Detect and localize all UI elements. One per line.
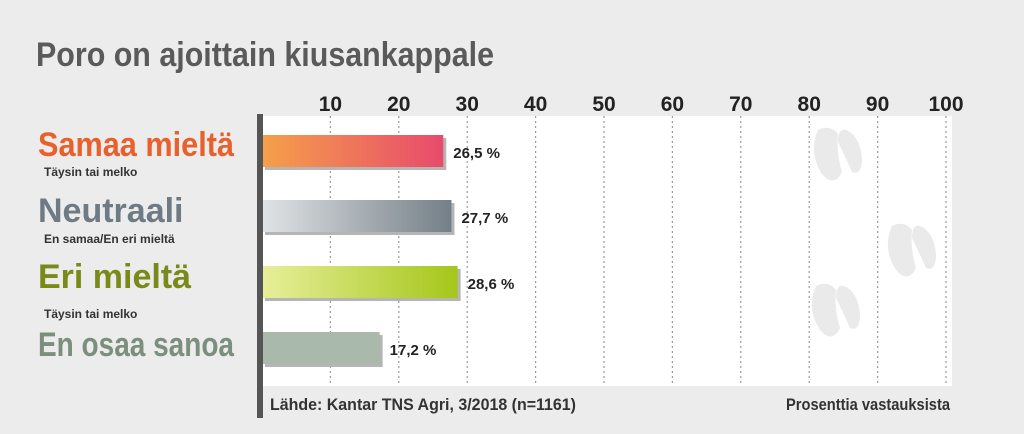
category-label: Samaa mieltä: [38, 126, 234, 164]
hoof-print-icon: [811, 127, 936, 337]
category-label: Neutraali: [38, 192, 184, 230]
category-sublabel: En samaa/En eri mieltä: [44, 232, 175, 246]
bar: [262, 200, 452, 232]
tick-label: 50: [592, 93, 615, 116]
tick-label: 100: [928, 93, 963, 116]
chart-title: Poro on ajoittain kiusankappale: [36, 36, 494, 74]
y-axis-line: [257, 114, 263, 418]
grid-lines: [329, 116, 947, 386]
category-sublabel: Täysin tai melko: [44, 307, 137, 321]
tick-label: 30: [456, 93, 479, 116]
category-label: Eri mieltä: [38, 258, 191, 296]
bar: [262, 332, 380, 364]
source-note: Lähde: Kantar TNS Agri, 3/2018 (n=1161): [270, 395, 576, 414]
unit-note: Prosenttia vastauksista: [786, 395, 950, 414]
category-sublabel: Täysin tai melko: [44, 165, 137, 179]
category-label: En osaa sanoa: [38, 326, 235, 364]
x-axis-ticks: 10 20 30 40 50 60 70 80 90 100: [319, 93, 964, 116]
tick-label: 80: [798, 93, 821, 116]
tick-label: 90: [866, 93, 889, 116]
tick-label: 40: [524, 93, 547, 116]
data-label: 17,2 %: [390, 342, 437, 359]
tick-label: 10: [319, 93, 342, 116]
data-label: 26,5 %: [453, 145, 500, 162]
tick-label: 70: [729, 93, 752, 116]
tick-label: 60: [661, 93, 684, 116]
bars: 26,5 % 27,7 % 28,6 % 17,2 %: [262, 135, 514, 367]
bar: [262, 135, 444, 167]
tick-label: 20: [387, 93, 410, 116]
data-label: 28,6 %: [468, 276, 515, 293]
data-label: 27,7 %: [461, 210, 508, 227]
bar: [262, 266, 458, 298]
